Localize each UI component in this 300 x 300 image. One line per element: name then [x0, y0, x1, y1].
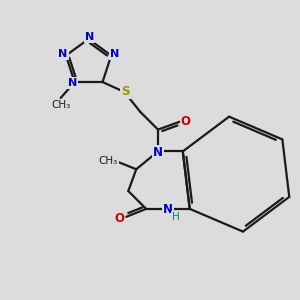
Text: N: N	[85, 32, 94, 42]
Text: N: N	[153, 146, 163, 159]
Text: O: O	[181, 115, 191, 128]
Text: H: H	[172, 212, 180, 222]
Text: N: N	[68, 78, 77, 88]
Text: S: S	[121, 85, 130, 98]
Text: N: N	[58, 50, 68, 59]
Text: CH₃: CH₃	[99, 156, 118, 166]
Text: N: N	[110, 50, 119, 59]
Text: O: O	[114, 212, 124, 225]
Text: CH₃: CH₃	[51, 100, 70, 110]
Text: N: N	[163, 203, 173, 216]
